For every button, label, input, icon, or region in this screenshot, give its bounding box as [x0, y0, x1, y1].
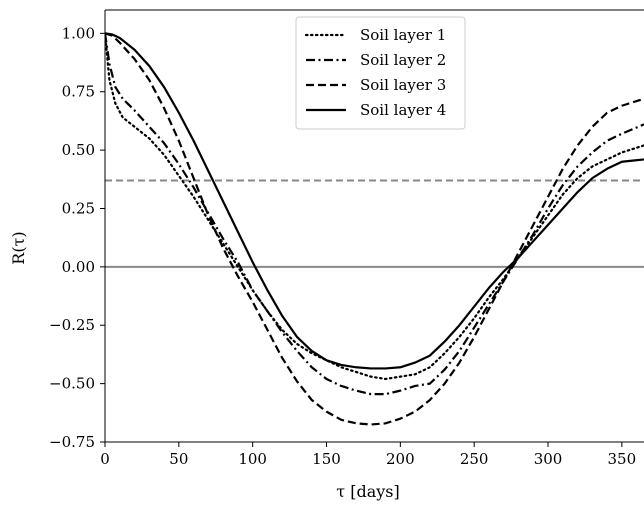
legend-label: Soil layer 3 — [360, 76, 446, 94]
series-line-soil-layer-2 — [105, 33, 644, 396]
y-tick-label: 0.50 — [62, 141, 95, 159]
legend-box — [295, 16, 466, 130]
y-axis-ticks: −0.75 −0.50 −0.25 0.00 0.25 0.50 0.75 1.00 — [49, 24, 105, 451]
x-axis-ticks: 0 50 100 150 200 250 300 350 — [100, 442, 636, 468]
legend: Soil layer 1 Soil layer 2 Soil layer 3 Soil… — [295, 16, 466, 130]
legend-label: Soil layer 2 — [360, 51, 446, 69]
y-tick-label: 0.25 — [62, 199, 95, 217]
y-tick-label: −0.75 — [49, 433, 95, 451]
x-tick-label: 250 — [460, 450, 489, 468]
series-line-soil-layer-1 — [105, 32, 644, 381]
x-tick-label: 150 — [312, 450, 341, 468]
x-tick-label: 200 — [386, 450, 415, 468]
y-tick-label: 0.00 — [62, 258, 95, 276]
x-axis-label: τ [days] — [336, 482, 399, 501]
y-tick-label: 1.00 — [62, 24, 95, 42]
x-tick-label: 0 — [100, 450, 110, 468]
y-axis-label: R(τ) — [9, 231, 28, 264]
y-tick-label: 0.75 — [62, 83, 95, 101]
x-tick-label: 350 — [608, 450, 637, 468]
x-tick-label: 300 — [534, 450, 563, 468]
legend-label: Soil layer 4 — [360, 101, 446, 119]
y-tick-label: −0.25 — [49, 316, 95, 334]
x-tick-label: 100 — [238, 450, 267, 468]
y-tick-label: −0.50 — [49, 375, 95, 393]
series-line-soil-layer-4 — [105, 32, 644, 370]
series-line-soil-layer-3 — [105, 32, 644, 426]
x-tick-label: 50 — [169, 450, 188, 468]
legend-label: Soil layer 1 — [360, 26, 446, 44]
series-lines — [105, 32, 644, 426]
